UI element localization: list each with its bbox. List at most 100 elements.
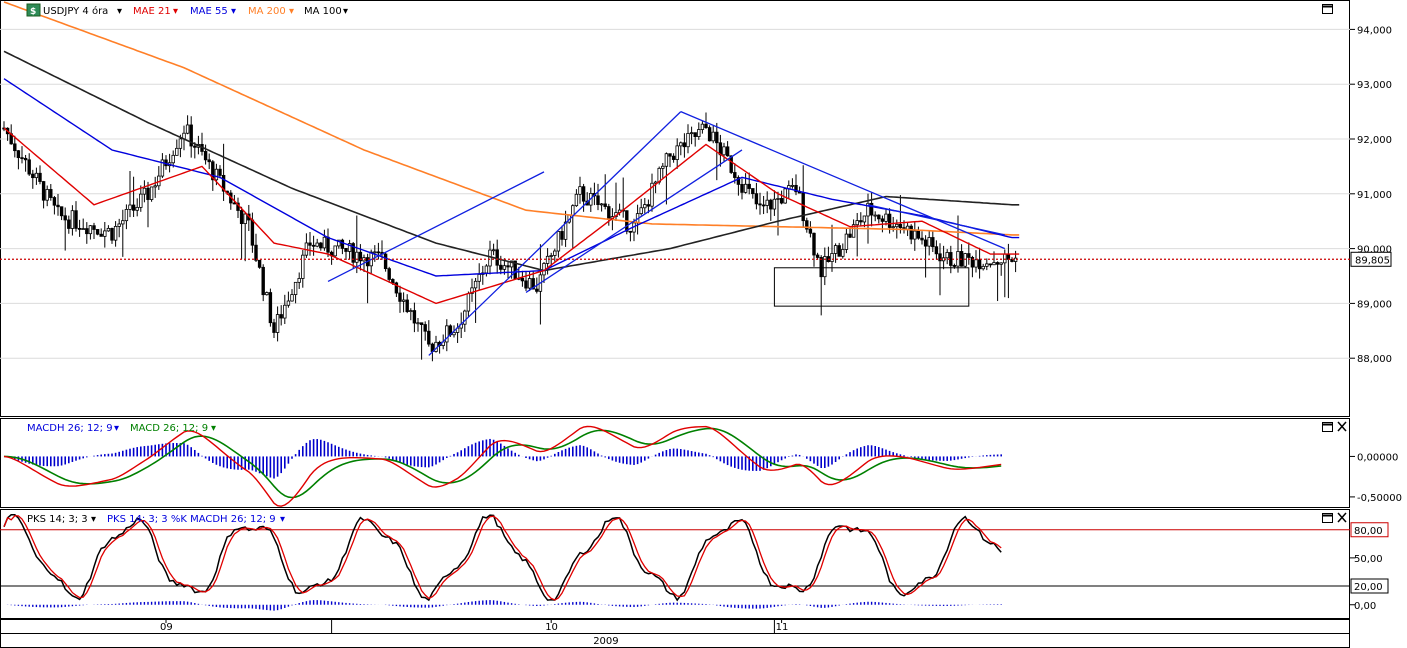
legend-ma100[interactable]: MA 100 <box>304 6 342 17</box>
candle-body <box>103 230 107 237</box>
candle-body <box>99 233 103 237</box>
stoch-legend: PKS 14; 3; 3 ▾ PKS 14; 3; 3 %K MACDH 26;… <box>27 514 285 525</box>
candle-body <box>805 220 809 230</box>
candle-body <box>290 294 294 302</box>
trendline <box>680 111 1006 250</box>
mae55-line <box>3 78 1020 277</box>
candle-body <box>405 299 409 313</box>
candle-body <box>628 230 633 233</box>
legend-ma200[interactable]: MA 200 <box>248 6 286 17</box>
chevron-down-icon[interactable]: ▾ <box>343 6 348 17</box>
chevron-down-icon[interactable]: ▾ <box>173 6 178 17</box>
candle-body <box>340 239 345 249</box>
candle-body <box>279 314 283 319</box>
candle-body <box>765 199 769 206</box>
candle-body <box>193 145 197 148</box>
candle-body <box>988 263 993 266</box>
candle-body <box>869 202 874 216</box>
macd-signal-line <box>3 427 1002 499</box>
macd-close-icon[interactable] <box>1337 421 1347 432</box>
candle-body <box>59 206 64 217</box>
candle-body <box>502 265 507 270</box>
candle-body <box>707 127 712 142</box>
candle-body <box>682 142 687 148</box>
candle-body <box>211 161 215 181</box>
chevron-down-icon[interactable]: ▾ <box>289 6 294 17</box>
candle-body <box>257 259 262 268</box>
chevron-down-icon[interactable]: ▾ <box>280 514 285 525</box>
candle-body <box>175 147 179 156</box>
legend-usdjpy[interactable]: USDJPY 4 óra <box>43 5 108 17</box>
chevron-down-icon[interactable]: ▾ <box>231 6 236 17</box>
chevron-down-icon[interactable]: ▾ <box>114 423 119 434</box>
legend-macdh[interactable]: MACDH 26; 12; 9 <box>27 423 113 434</box>
candle-body <box>67 219 71 229</box>
candle-body <box>142 187 147 195</box>
candle-body <box>830 253 834 262</box>
candle-body <box>272 322 276 333</box>
price-tick-label: 90,000 <box>1357 245 1392 256</box>
candle-body <box>963 253 967 267</box>
candle-body <box>308 242 312 246</box>
candle-body <box>275 314 280 333</box>
candle-body <box>128 204 132 210</box>
candle-body <box>913 230 917 240</box>
stoch-maximize-icon[interactable] <box>1322 513 1333 523</box>
candle-body <box>470 287 474 294</box>
candle-body <box>790 184 795 187</box>
candle-body <box>945 252 949 259</box>
candle-body <box>293 281 298 295</box>
instrument-icon[interactable]: $ <box>26 3 41 17</box>
chevron-down-icon[interactable]: ▾ <box>117 6 122 17</box>
month-label: 11 <box>776 622 789 633</box>
stoch-tick-label: 80,00 <box>1354 526 1383 537</box>
candle-body <box>326 236 330 253</box>
stoch-close-icon[interactable] <box>1337 512 1347 523</box>
candle-body <box>239 210 244 225</box>
chevron-down-icon[interactable]: ▾ <box>91 514 96 525</box>
candle-body <box>311 244 316 247</box>
candle-body <box>992 262 996 266</box>
candle-body <box>92 225 96 230</box>
legend-pks-macdh[interactable]: PKS 14; 3; 3 %K MACDH 26; 12; 9 <box>107 514 276 525</box>
year-label: 2009 <box>593 636 618 647</box>
candle-body <box>124 209 129 222</box>
candle-body <box>671 155 676 160</box>
last-price-label: 89,805 <box>1355 255 1390 266</box>
candle-body <box>952 265 957 267</box>
candle-body <box>700 123 705 130</box>
legend-mae55[interactable]: MAE 55 <box>190 6 228 17</box>
candle-body <box>977 259 982 270</box>
legend-macd[interactable]: MACD 26; 12; 9 <box>130 423 208 434</box>
candle-body <box>581 186 586 202</box>
price-maximize-icon[interactable] <box>1322 4 1333 14</box>
candle-body <box>463 310 467 325</box>
candle-body <box>423 324 427 332</box>
candle-body <box>85 228 89 235</box>
candle-body <box>877 214 881 220</box>
candle-body <box>740 184 744 193</box>
candle-body <box>488 249 492 267</box>
candle-body <box>351 243 355 263</box>
candle-body <box>520 277 525 282</box>
candle-body <box>527 278 532 289</box>
svg-text:$: $ <box>30 7 36 17</box>
candle-body <box>891 226 895 229</box>
candle-body <box>113 225 118 241</box>
candle-body <box>1003 253 1007 264</box>
mae21-line <box>3 127 1020 305</box>
candle-body <box>477 274 481 282</box>
candle-body <box>506 265 510 268</box>
legend-pks[interactable]: PKS 14; 3; 3 <box>27 514 88 525</box>
candle-body <box>419 322 424 325</box>
candle-body <box>743 183 748 193</box>
candle-body <box>268 292 273 324</box>
macd-maximize-icon[interactable] <box>1322 422 1333 432</box>
candle-body <box>841 249 845 257</box>
candle-body <box>848 233 852 238</box>
candle-body <box>23 157 28 161</box>
legend-mae21[interactable]: MAE 21 <box>133 6 171 17</box>
candle-body <box>110 227 114 241</box>
candle-body <box>769 199 773 210</box>
chevron-down-icon[interactable]: ▾ <box>211 423 216 434</box>
